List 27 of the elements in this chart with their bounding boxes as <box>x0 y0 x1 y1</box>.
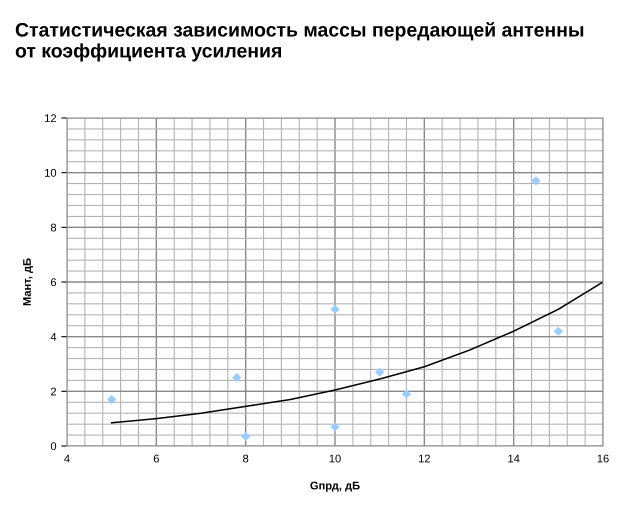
x-tick-label: 12 <box>419 454 430 462</box>
y-tick-label: 10 <box>45 168 56 177</box>
point <box>330 304 340 314</box>
line-series <box>110 281 603 424</box>
point <box>402 389 412 399</box>
point <box>107 394 116 404</box>
point <box>531 176 541 186</box>
y-tick-label: 6 <box>50 278 56 286</box>
x-tick-label: 6 <box>154 454 159 462</box>
y-tick-label: 4 <box>50 333 56 341</box>
point <box>375 368 384 377</box>
point <box>554 326 563 336</box>
point <box>241 432 250 442</box>
y-tick-label: 0 <box>50 442 56 450</box>
y-tick-label: 8 <box>50 224 56 232</box>
x-tick-label: 4 <box>64 454 70 462</box>
x-tick-label: 8 <box>243 454 248 462</box>
chart-title: Статистическая зависимость массы передающей антенны от коэффициента усиления <box>16 22 584 62</box>
x-tick-label: 10 <box>330 454 341 462</box>
point <box>330 422 340 432</box>
x-tick-label: 16 <box>598 454 609 462</box>
y-tick-label: 12 <box>45 114 56 122</box>
y-axis-title: Мант, дБ <box>23 258 34 306</box>
y-tick-label: 2 <box>50 388 56 396</box>
point <box>232 373 242 382</box>
x-axis-title: Gпрд, дБ <box>310 482 360 492</box>
x-tick-label: 14 <box>508 454 520 462</box>
